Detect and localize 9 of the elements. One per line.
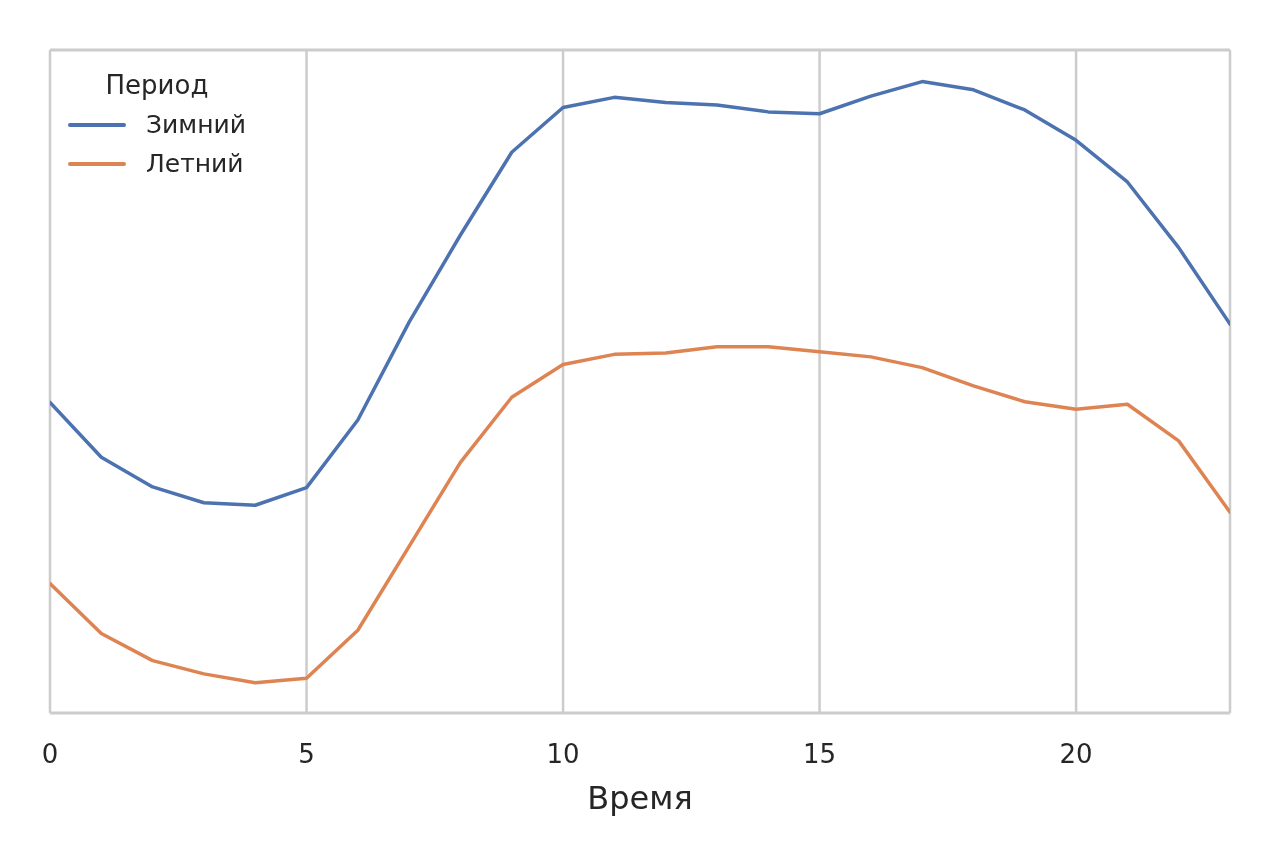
x-tick-label: 15 (803, 739, 837, 769)
x-tick-label: 0 (41, 739, 59, 769)
legend-title: Период (105, 70, 209, 100)
x-tick-label: 10 (546, 739, 580, 769)
x-axis-title: Время (587, 779, 693, 817)
legend-label: Зимний (146, 110, 246, 139)
x-tick-label: 20 (1059, 739, 1093, 769)
x-tick-label: 5 (298, 739, 315, 769)
legend-label: Летний (146, 149, 244, 178)
